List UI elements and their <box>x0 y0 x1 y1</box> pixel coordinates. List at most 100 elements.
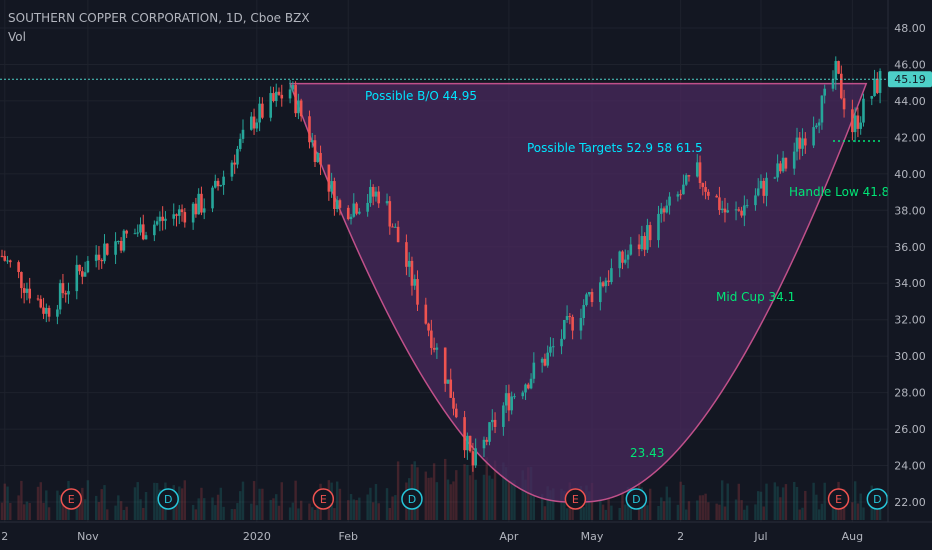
volume-bar <box>876 508 879 520</box>
dividend-marker-icon[interactable]: D <box>625 488 648 510</box>
candle-body <box>718 197 721 211</box>
candle-body <box>466 435 469 451</box>
volume-bar <box>191 504 195 520</box>
volume-bar <box>604 509 608 520</box>
candle-body <box>64 293 68 295</box>
handle-low-annotation: Handle Low 41.8 <box>789 185 889 199</box>
volume-bar <box>6 486 9 520</box>
time-tick-label: Nov <box>77 530 99 543</box>
price-tick-label: 42.00 <box>894 131 926 144</box>
candle-body <box>352 203 356 217</box>
volume-bar <box>308 503 311 520</box>
candle-body <box>646 225 649 250</box>
volume-bar <box>180 488 184 520</box>
volume-bar <box>449 484 452 520</box>
dividend-marker-icon[interactable]: D <box>157 488 179 510</box>
candle-body <box>155 221 159 225</box>
candle-body <box>405 242 408 267</box>
earnings-marker-icon[interactable]: E <box>312 488 335 510</box>
price-tick-label: 36.00 <box>894 241 926 254</box>
candle-body <box>443 347 447 384</box>
candle-body <box>784 157 788 169</box>
candle-body <box>765 177 768 196</box>
candle-body <box>676 194 680 197</box>
chart-title: SOUTHERN COPPER CORPORATION, 1D, Cboe BZ… <box>8 11 310 25</box>
earnings-marker-icon[interactable]: E <box>827 488 850 510</box>
candle-body <box>369 186 372 203</box>
dividend-marker-icon[interactable]: D <box>401 488 423 510</box>
svg-text:D: D <box>632 493 640 506</box>
candle-body <box>507 393 511 411</box>
volume-bar <box>482 474 486 520</box>
volume-bar <box>183 480 187 520</box>
candle-body <box>255 122 259 129</box>
candle-body <box>430 330 433 348</box>
volume-bar <box>97 502 101 520</box>
volume-bar <box>94 495 98 520</box>
candle-body <box>471 451 475 466</box>
earnings-marker-icon[interactable]: E <box>564 488 587 510</box>
candle-body <box>280 94 284 99</box>
volume-bar <box>851 502 854 520</box>
volume-bar <box>200 487 203 520</box>
candle-body <box>626 254 630 260</box>
candle-body <box>17 262 20 273</box>
candle-body <box>25 288 29 293</box>
candle-body <box>856 115 860 129</box>
volume-bar <box>299 500 303 520</box>
candle-body <box>798 137 802 149</box>
breakout-annotation: Possible B/O 44.95 <box>365 89 477 103</box>
volume-bar <box>524 479 527 520</box>
candle-body <box>563 320 566 339</box>
grid <box>0 0 888 522</box>
volume-bar <box>288 507 292 520</box>
candle-body <box>346 207 350 220</box>
price-tick-label: 22.00 <box>894 496 926 509</box>
volume-bar <box>236 503 239 520</box>
candle-body <box>144 235 148 240</box>
candle-body <box>759 180 763 189</box>
volume-bar <box>114 505 117 520</box>
current-price-label: 45.19 <box>888 71 932 88</box>
candle-body <box>424 304 428 324</box>
svg-text:D: D <box>164 493 172 506</box>
volume-bar <box>211 497 214 520</box>
candle-body <box>723 208 727 213</box>
candle-body <box>482 439 486 449</box>
candle-body <box>39 299 43 308</box>
earnings-marker-icon[interactable]: E <box>60 488 82 510</box>
volume-bar <box>726 483 729 520</box>
candle-body <box>100 259 104 262</box>
candle-body <box>200 193 203 213</box>
candle-body <box>532 362 536 379</box>
candle-body <box>610 268 613 283</box>
volume-bar <box>78 499 81 520</box>
volume-bar <box>261 488 264 520</box>
volume-bar <box>56 490 59 520</box>
candle-body <box>28 288 31 299</box>
volume-bar <box>679 481 682 520</box>
candle-body <box>521 392 525 397</box>
volume-bar <box>142 507 145 520</box>
dividend-marker-icon[interactable]: D <box>866 488 889 510</box>
candle-body <box>42 307 45 314</box>
candle-body <box>377 191 381 204</box>
candle-body <box>202 208 206 213</box>
volume-bar <box>42 502 45 520</box>
volume-bar <box>258 488 261 520</box>
svg-text:D: D <box>408 493 416 506</box>
volume-bar <box>795 486 799 520</box>
candle-body <box>599 282 602 303</box>
candle-body <box>269 93 272 118</box>
price-tick-label: 28.00 <box>894 387 926 400</box>
candle-body <box>446 379 450 384</box>
volume-bar <box>648 488 652 520</box>
candle-body <box>22 288 26 293</box>
candle-body <box>6 260 9 262</box>
volume-bar <box>446 479 450 520</box>
volume-bar <box>471 461 475 520</box>
volume-bar <box>493 460 497 520</box>
candle-body <box>335 200 339 210</box>
candle-body <box>502 405 505 427</box>
